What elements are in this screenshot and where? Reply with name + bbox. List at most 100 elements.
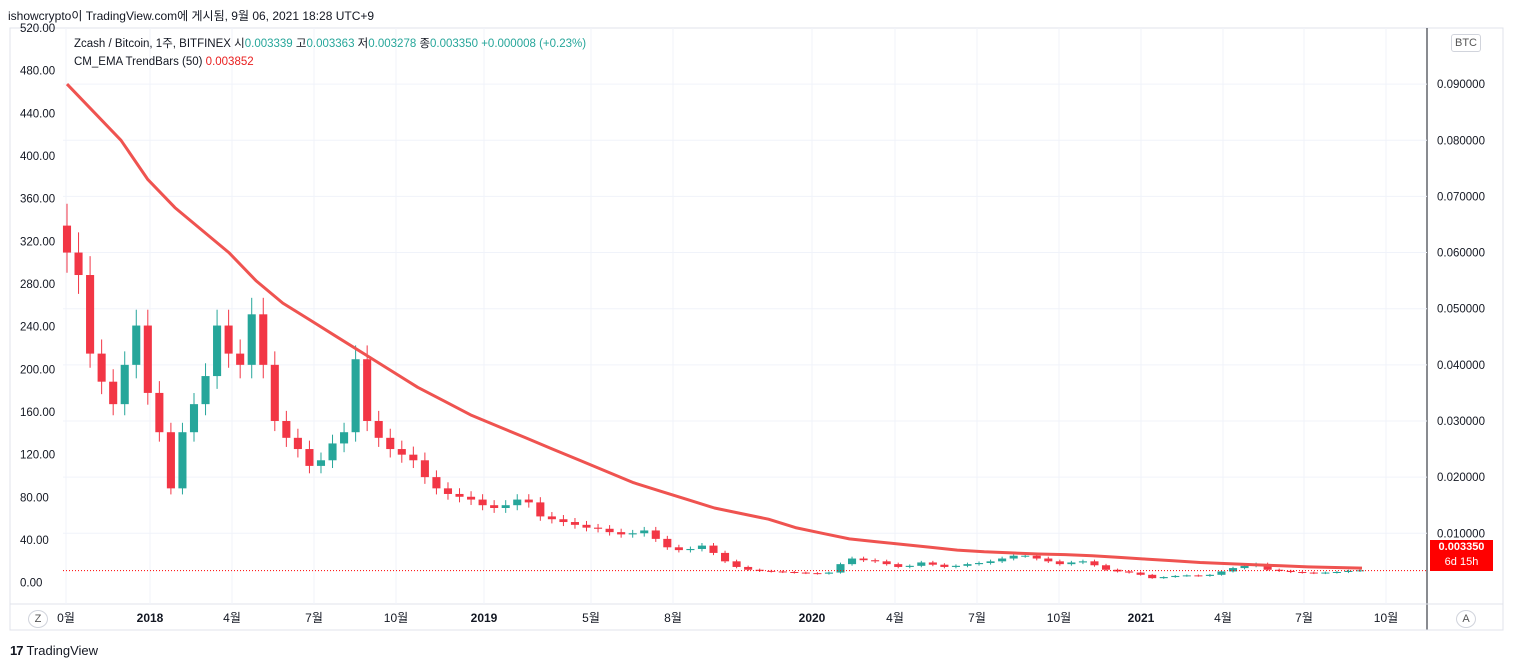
- ema-line: [65, 83, 1363, 570]
- candle-body: [697, 545, 706, 549]
- left-axis-tick: 120.00: [20, 450, 55, 462]
- candle-body: [524, 499, 533, 503]
- time-axis-label: 4월: [223, 611, 241, 625]
- candle-body: [732, 561, 741, 567]
- candle-body: [1332, 572, 1341, 573]
- candle-body: [86, 275, 95, 354]
- time-axis-label: 10월: [1374, 611, 1398, 625]
- candle-body: [363, 359, 372, 421]
- time-axis-label: 4월: [886, 611, 904, 625]
- legend-close-value: 0.003350: [430, 38, 478, 50]
- legend-open-label: 시: [234, 38, 245, 50]
- bar-countdown: 6d 15h: [1444, 556, 1479, 568]
- candle-body: [801, 572, 810, 574]
- candle-body: [640, 530, 649, 534]
- left-axis-tick: 80.00: [20, 492, 49, 504]
- candle-body: [305, 449, 314, 466]
- candle-body: [201, 376, 210, 405]
- candle-body: [663, 538, 672, 548]
- candle-body: [1321, 572, 1330, 574]
- candle-body: [247, 314, 256, 365]
- candle-body: [847, 558, 857, 565]
- time-axis-label: 2021: [1128, 611, 1155, 625]
- candle-body: [824, 572, 833, 574]
- time-axis-label: 10월: [1047, 611, 1071, 625]
- candle-body: [547, 516, 556, 520]
- candle-body: [443, 488, 453, 494]
- candle-body: [109, 381, 118, 405]
- indicator-name[interactable]: CM_EMA TrendBars (50): [74, 56, 203, 68]
- candle-body: [1101, 565, 1111, 570]
- candle-body: [628, 533, 637, 535]
- candle-body: [1171, 575, 1180, 578]
- left-axis-tick: 440.00: [20, 108, 55, 120]
- tradingview-brand[interactable]: 17 TradingView: [10, 643, 98, 658]
- candle-body: [859, 558, 868, 561]
- candle-body: [974, 563, 984, 565]
- candle-body: [744, 566, 753, 570]
- candle-body: [917, 562, 926, 566]
- candle-body: [709, 545, 718, 553]
- tradingview-logo-icon: 17: [10, 643, 24, 658]
- auto-scale-button[interactable]: A: [1456, 610, 1476, 628]
- candle-body: [582, 524, 591, 528]
- candle-body: [178, 432, 187, 489]
- candle-body: [871, 560, 880, 562]
- time-axis-label: 5월: [582, 611, 600, 625]
- candle-body: [120, 364, 129, 405]
- left-axis-tick: 0.00: [20, 578, 42, 590]
- candle-body: [1182, 575, 1191, 577]
- candle-body: [928, 562, 937, 565]
- candle-body: [940, 564, 949, 567]
- time-axis-label: 2018: [137, 611, 164, 625]
- zoom-button[interactable]: Z: [28, 610, 48, 628]
- time-axis-label: 2019: [471, 611, 498, 625]
- candle-body: [986, 561, 995, 564]
- right-axis-tick: 0.070000: [1437, 191, 1485, 203]
- right-axis-tick: 0.030000: [1437, 416, 1485, 428]
- candle-body: [1275, 569, 1284, 571]
- candle-body: [1090, 561, 1099, 566]
- candle-body: [894, 564, 903, 567]
- candle-body: [1067, 562, 1076, 565]
- candle-body: [686, 548, 695, 551]
- candle-body: [1078, 561, 1087, 563]
- candle-body: [1194, 575, 1203, 577]
- candle-body: [1032, 555, 1041, 559]
- candle-body: [74, 252, 83, 276]
- candle-body: [62, 225, 72, 253]
- candle-body: [143, 325, 152, 393]
- brand-name: TradingView: [26, 643, 99, 658]
- candle-body: [224, 325, 233, 354]
- candle-body: [501, 505, 510, 508]
- chart-legend: Zcash / Bitcoin, 1주, BITFINEX 시0.003339 …: [74, 35, 586, 71]
- candles: [62, 203, 1365, 579]
- candle-body: [1113, 569, 1122, 572]
- candle-body: [1148, 574, 1157, 579]
- candle-body: [409, 454, 418, 461]
- candle-body: [467, 496, 476, 500]
- legend-high-value: 0.003363: [306, 38, 355, 50]
- candle-body: [155, 392, 164, 433]
- candle-body: [1009, 555, 1018, 559]
- candle-body: [882, 561, 891, 565]
- candle-body: [1159, 577, 1168, 579]
- candle-body: [651, 530, 660, 539]
- candle-body: [674, 547, 683, 551]
- candle-body: [166, 432, 175, 489]
- currency-button[interactable]: BTC: [1451, 34, 1481, 52]
- time-axis-label: 7월: [1295, 611, 1313, 625]
- last-price-label: 0.003350 6d 15h: [1430, 540, 1493, 571]
- time-axis-frame: [9, 603, 1504, 631]
- candle-body: [213, 325, 222, 377]
- candle-body: [1344, 570, 1353, 572]
- legend-close-label: 종: [419, 38, 431, 50]
- legend-change: +0.000008 (+0.23%): [481, 38, 587, 50]
- candle-body: [270, 364, 279, 421]
- left-axis-tick: 200.00: [20, 364, 55, 376]
- right-axis-tick: 0.020000: [1437, 472, 1485, 484]
- time-axis-label: 10월: [384, 611, 408, 625]
- candle-body: [1298, 572, 1307, 573]
- legend-symbol[interactable]: Zcash / Bitcoin, 1주, BITFINEX: [74, 38, 231, 50]
